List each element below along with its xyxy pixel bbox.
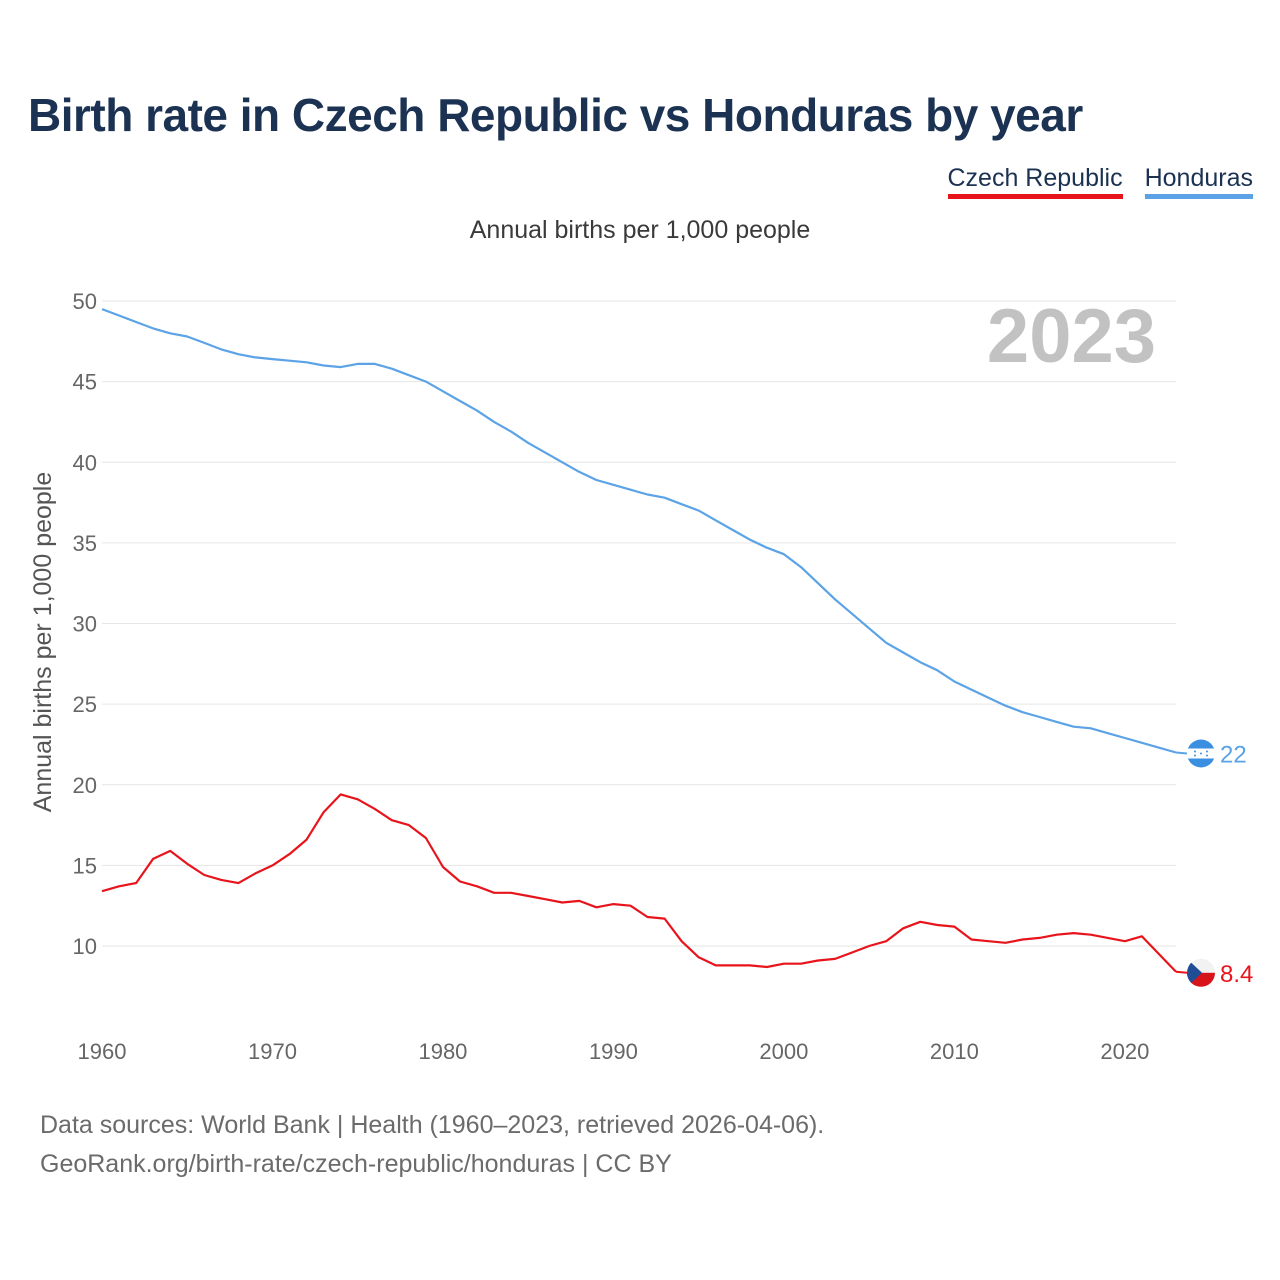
source-note: Data sources: World Bank | Health (1960–… bbox=[40, 1106, 824, 1184]
series-line-honduras[interactable] bbox=[101, 308, 1177, 754]
legend: Czech Republic Honduras bbox=[947, 164, 1253, 199]
end-value-label-czech-republic: 8.4 bbox=[1220, 961, 1253, 988]
year-watermark: 2023 bbox=[987, 294, 1156, 379]
x-tick-label: 1990 bbox=[589, 1039, 638, 1064]
y-tick-label: 45 bbox=[73, 370, 97, 395]
legend-item-honduras[interactable]: Honduras bbox=[1144, 164, 1253, 199]
y-tick-label: 15 bbox=[73, 853, 97, 878]
y-tick-label: 10 bbox=[73, 934, 97, 959]
chart-subtitle: Annual births per 1,000 people bbox=[469, 216, 811, 244]
y-tick-label: 20 bbox=[73, 773, 97, 798]
series-line-czech-republic[interactable] bbox=[101, 793, 1177, 973]
x-tick-label: 1970 bbox=[248, 1039, 297, 1064]
chart-title: Birth rate in Czech Republic vs Honduras… bbox=[28, 89, 1083, 141]
x-tick-label: 1980 bbox=[418, 1039, 467, 1064]
y-tick-label: 25 bbox=[73, 692, 97, 717]
gridlines bbox=[102, 300, 1176, 947]
series-end-markers: 8.4 22 bbox=[1175, 739, 1253, 988]
y-axis-label: Annual births per 1,000 people bbox=[29, 472, 57, 813]
source-line-1: Data sources: World Bank | Health (1960–… bbox=[40, 1111, 825, 1139]
legend-item-czech-republic[interactable]: Czech Republic bbox=[947, 164, 1123, 199]
y-tick-label: 50 bbox=[73, 289, 97, 314]
end-value-label-honduras: 22 bbox=[1220, 742, 1247, 769]
series-connector-czech-republic bbox=[1175, 970, 1188, 974]
x-tick-label: 1960 bbox=[78, 1039, 127, 1064]
x-axis-ticks: 1960 1970 1980 1990 2000 2010 2020 bbox=[78, 1039, 1150, 1064]
source-line-2[interactable]: GeoRank.org/birth-rate/czech-republic/ho… bbox=[40, 1150, 672, 1178]
y-tick-label: 40 bbox=[73, 450, 97, 475]
flag-icon-czech-republic bbox=[1187, 958, 1215, 987]
x-tick-label: 2010 bbox=[930, 1039, 979, 1064]
y-tick-label: 35 bbox=[73, 531, 97, 556]
y-axis-ticks: 10 15 20 25 30 35 40 45 50 bbox=[73, 289, 97, 959]
flag-icon-honduras bbox=[1187, 739, 1215, 768]
series-lines bbox=[101, 308, 1177, 973]
x-tick-label: 2020 bbox=[1100, 1039, 1149, 1064]
x-tick-label: 2000 bbox=[759, 1039, 808, 1064]
series-connector-honduras bbox=[1175, 751, 1188, 755]
y-tick-label: 30 bbox=[73, 612, 97, 637]
